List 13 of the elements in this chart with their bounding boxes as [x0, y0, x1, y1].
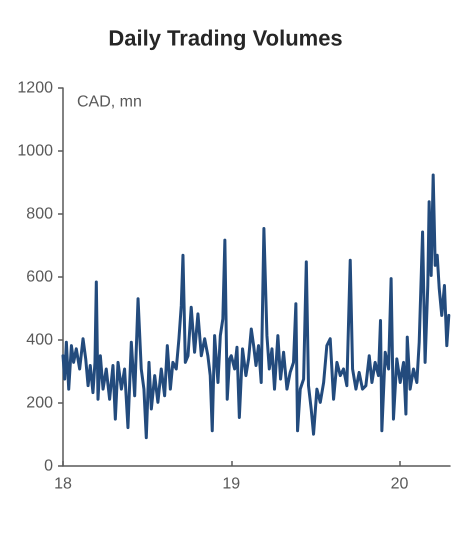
x-tick-label: 19 [222, 476, 240, 492]
y-axis-title: CAD, mn [77, 94, 142, 110]
y-tick-label: 1200 [17, 80, 54, 96]
y-tick-label: 800 [26, 206, 54, 222]
y-tick-label: 400 [26, 332, 54, 348]
x-tick-label: 18 [54, 476, 72, 492]
y-tick-label: 1000 [17, 142, 54, 160]
x-tick-label: 20 [390, 476, 409, 492]
y-tick-label: 0 [44, 458, 54, 474]
y-tick-label: 200 [26, 394, 54, 412]
y-tick-label: 600 [26, 268, 54, 286]
chart-title: Daily Trading Volumes [108, 26, 343, 50]
line-series [62, 173, 450, 440]
